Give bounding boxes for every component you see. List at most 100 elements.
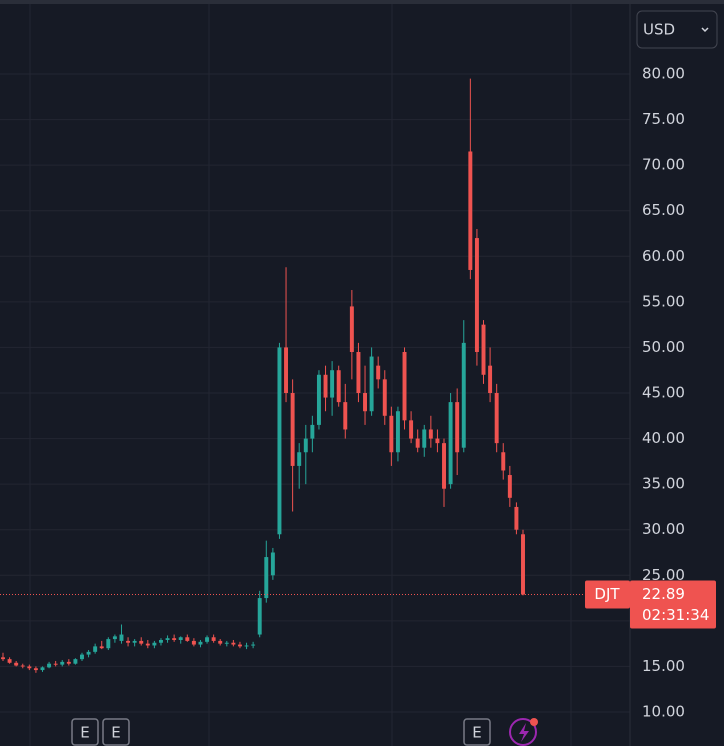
candle-body [66,661,71,664]
candle-body [501,452,506,471]
grid [0,4,630,746]
y-tick-label: 65.00 [642,201,685,219]
symbol-label: DJT [594,585,620,603]
y-tick-label: 70.00 [642,156,685,174]
candle-body [106,639,111,649]
event-label: E [472,724,481,742]
candle-body [382,379,387,416]
candle-body [53,663,58,665]
event-marker[interactable] [463,718,491,746]
candle-body [132,640,137,643]
price-badge [630,580,716,629]
candle-body [218,640,223,644]
event-marker[interactable] [102,718,130,746]
event-marker[interactable] [71,718,99,746]
candle-body [7,659,12,663]
candle-body [198,641,203,645]
candle-body [139,640,144,644]
candle-body [336,370,341,403]
candle-body [119,634,124,641]
candle-body [112,636,117,640]
candle-body [376,365,381,380]
candle-body [310,424,315,439]
countdown: 02:31:34 [642,606,709,624]
candle-body [290,393,295,466]
candle-body [435,438,440,444]
candle-body [349,306,354,352]
y-tick-label: 25.00 [642,566,685,584]
candle-body [47,663,52,668]
candle-body [488,365,493,394]
candle-body [86,651,91,655]
candle-body [442,443,446,489]
candle-body [172,638,177,641]
candle-body [330,370,335,398]
y-tick-label: 45.00 [642,384,685,402]
candle-body [356,351,361,394]
candle-body [422,429,427,448]
candle-body [270,552,275,576]
y-tick-label: 55.00 [642,292,685,310]
last-price-label: 22.89 [642,585,685,603]
candle-body [264,557,269,599]
y-tick-label: 75.00 [642,110,685,128]
candle-body [277,347,282,535]
icon-circle [509,718,537,746]
candle-body [468,151,473,270]
currency-label: USD [643,21,675,39]
candle-body [363,393,367,412]
symbol-badge [585,580,630,609]
candles [1,78,525,673]
candle-body [14,662,19,666]
dropdown-chevron [701,27,709,33]
candle-body [481,324,486,375]
candle-body [521,534,525,595]
candle-body [27,666,32,669]
candle-body [494,393,499,444]
lightning-icon[interactable] [509,718,538,746]
candle-body [257,598,262,635]
currency-dropdown[interactable] [636,10,718,49]
candle-body [402,351,407,421]
candle-body [191,640,196,645]
icon-bolt [519,723,529,742]
candle-body [461,342,466,448]
top-border [0,0,724,4]
candle-body [99,646,104,649]
candle-body [152,642,157,646]
event-label: E [111,724,120,742]
candle-body [159,640,163,643]
candle-body [205,637,210,642]
candle-body [474,238,479,352]
y-tick-label: 60.00 [642,247,685,265]
candle-body [297,452,302,466]
candle-body [284,347,289,394]
y-tick-label: 30.00 [642,520,685,538]
candle-body [514,506,519,530]
candle-body [455,402,460,453]
candle-body [343,402,348,430]
candle-body [224,642,229,644]
candle-body [145,643,150,646]
event-label: E [80,724,89,742]
candle-body [165,638,170,641]
candle-body [80,654,84,660]
candle-body [323,374,328,398]
y-tick-label: 35.00 [642,475,685,493]
candle-body [93,646,98,652]
candle-body [33,668,38,671]
icon-dot [530,718,538,726]
candle-body [244,645,249,647]
candle-body [231,642,236,645]
candle-body [428,429,433,439]
candle-body [507,475,512,498]
y-tick-label: 10.00 [642,703,685,721]
candle-body [73,659,78,664]
candle-body [448,402,453,485]
candle-body [1,657,5,660]
candle-body [185,637,190,641]
y-tick-label: 40.00 [642,429,685,447]
candle-body [40,667,45,671]
